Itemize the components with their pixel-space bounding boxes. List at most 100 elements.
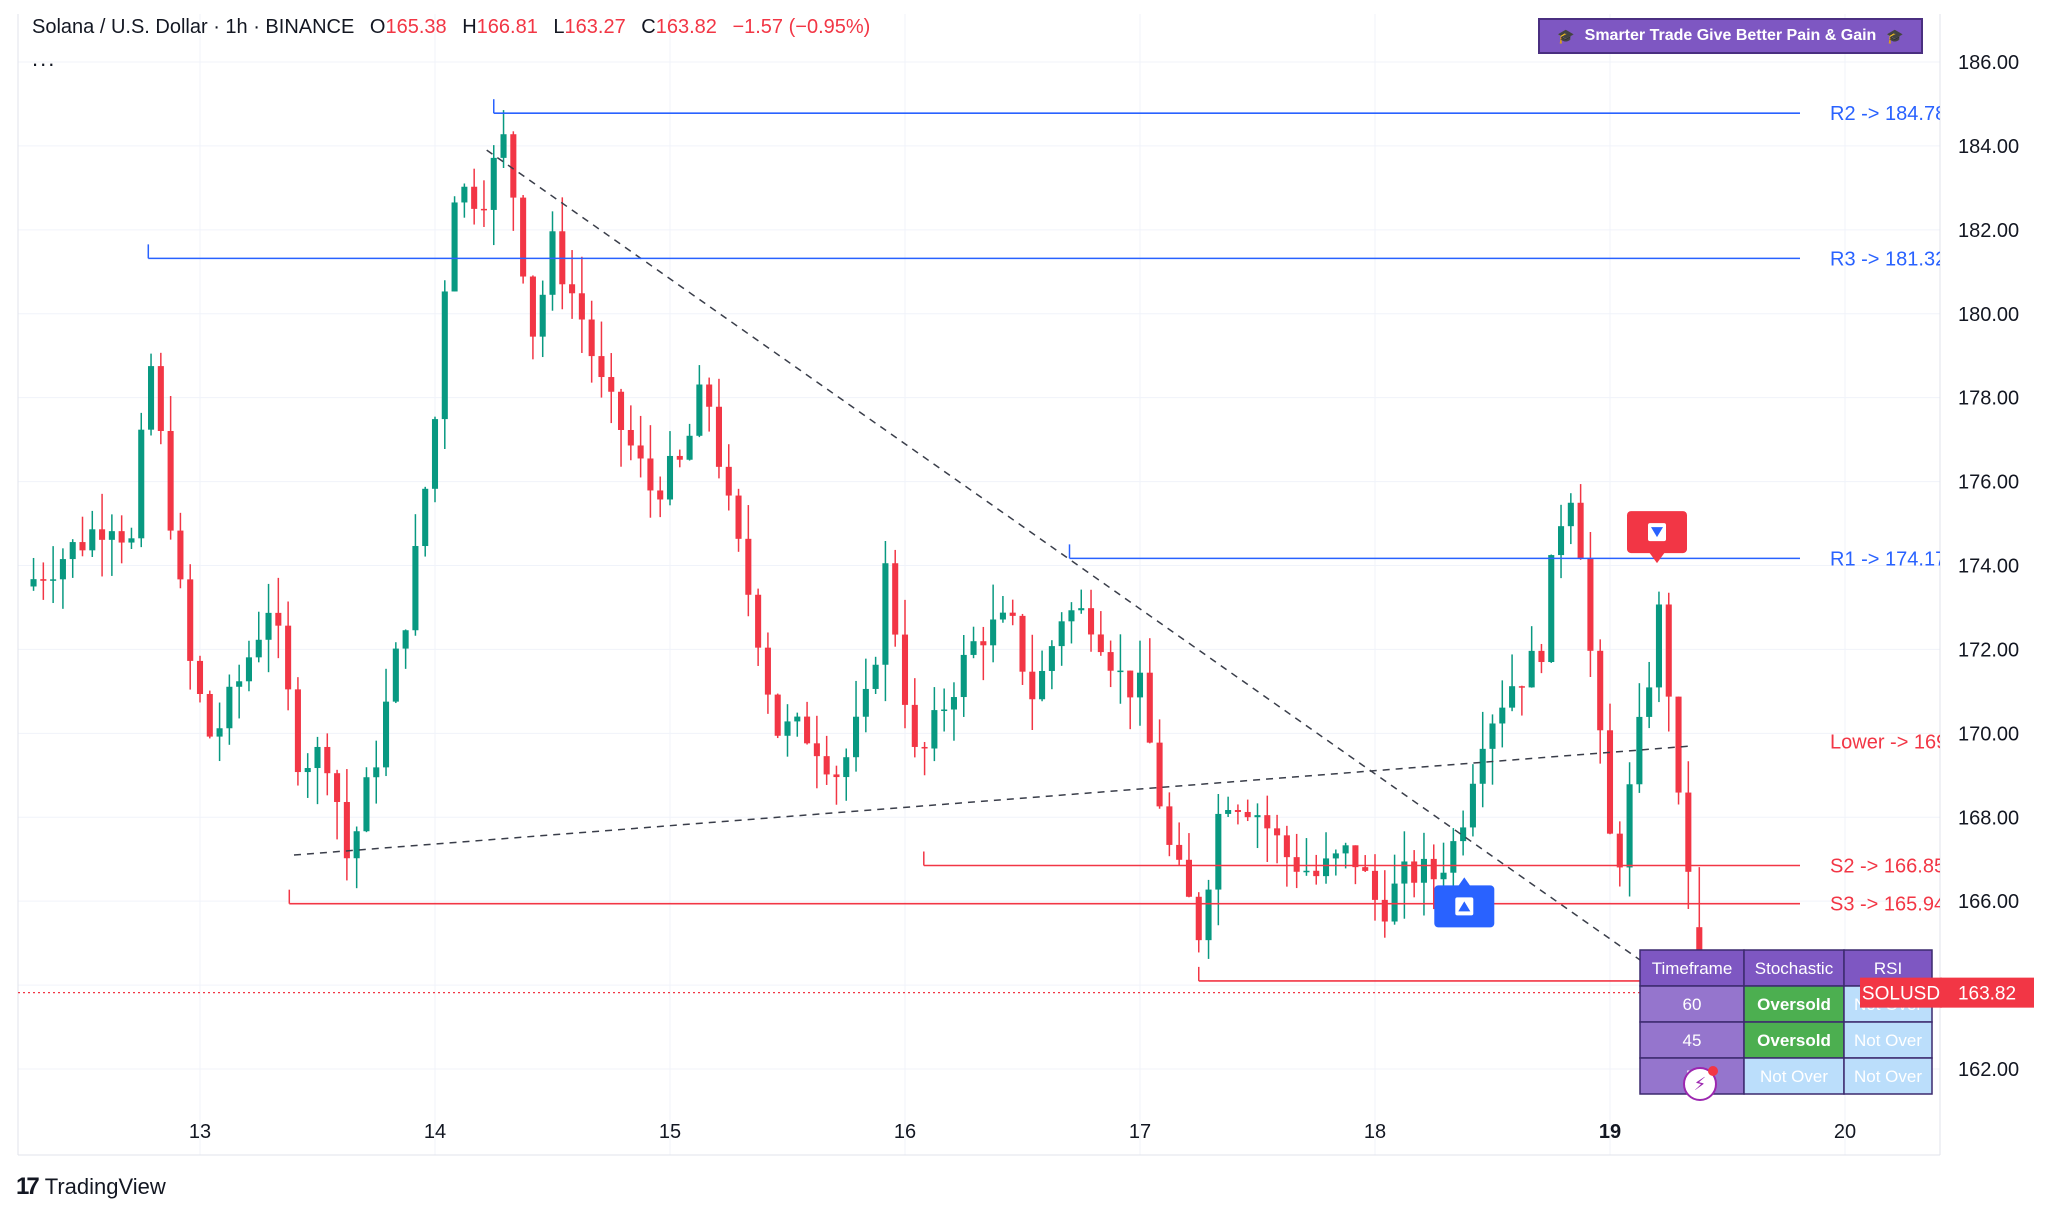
- candle-body: [1489, 723, 1496, 749]
- candle-body: [1685, 792, 1692, 872]
- tradingview-mark-icon: 17: [16, 1173, 40, 1200]
- candle-body: [1626, 784, 1633, 868]
- candle-body: [647, 458, 654, 491]
- candle-body: [383, 701, 390, 768]
- symbol-title[interactable]: Solana / U.S. Dollar · 1h · BINANCE: [32, 16, 355, 38]
- table-header-cell: [1639, 949, 1745, 987]
- candle-body: [226, 686, 233, 729]
- graduation-cap-icon: 🎓: [1886, 27, 1904, 44]
- level-label-lower: Lower -> 169.8: [1830, 732, 1964, 754]
- candle-body: [1469, 783, 1476, 828]
- candle-body: [872, 664, 879, 689]
- candle-body: [588, 319, 595, 357]
- level-label-s3: S3 -> 165.94: [1830, 894, 1945, 916]
- candle-body: [725, 466, 732, 496]
- candle-body: [1499, 707, 1506, 724]
- x-tick-label: 18: [1364, 1121, 1386, 1143]
- candle-body: [755, 594, 762, 648]
- candle-body: [676, 455, 683, 460]
- candle-body: [774, 694, 781, 736]
- candle-body: [686, 435, 693, 460]
- candle-body: [343, 801, 350, 859]
- tradingview-logo[interactable]: 17 TradingView: [16, 1173, 166, 1201]
- table-cell-text: Not Over: [1854, 1031, 1922, 1050]
- candle-body: [1156, 742, 1163, 807]
- level-label-r3: R3 -> 181.32: [1830, 248, 1946, 270]
- chart-pane: [18, 14, 1940, 1155]
- y-tick-label: 182.00: [1958, 220, 2019, 242]
- candle-body: [1440, 872, 1447, 880]
- candle-body: [285, 625, 292, 690]
- candle-body: [510, 134, 517, 198]
- banner-text: Smarter Trade Give Better Pain & Gain: [1584, 27, 1877, 44]
- candle-body: [1509, 686, 1516, 708]
- candle-body: [245, 657, 252, 682]
- candle-body: [1606, 730, 1614, 834]
- y-tick-label: 174.00: [1958, 556, 2019, 578]
- candle-body: [1401, 861, 1408, 884]
- candle-body: [1283, 835, 1290, 858]
- candle-body: [157, 366, 164, 432]
- candle-body: [1136, 672, 1144, 698]
- candle-body: [715, 406, 722, 467]
- candle-body: [843, 757, 850, 778]
- y-tick-label: 180.00: [1958, 304, 2019, 326]
- candle-body: [275, 612, 282, 626]
- candle-body: [1048, 646, 1055, 671]
- more-options-button[interactable]: ...: [32, 46, 57, 71]
- candle-body: [960, 654, 967, 698]
- strategy-banner: 🎓 Smarter Trade Give Better Pain & Gain …: [1538, 18, 1923, 54]
- candle-body: [539, 294, 546, 337]
- table-cell-text: Oversold: [1757, 1031, 1831, 1050]
- candle-body: [1264, 815, 1271, 829]
- x-tick-label: 13: [189, 1121, 211, 1143]
- x-tick-label: 19: [1599, 1121, 1621, 1143]
- candle-body: [941, 709, 948, 712]
- candle-body: [1107, 652, 1114, 671]
- candle-body: [1215, 813, 1222, 890]
- y-tick-label: 184.00: [1958, 136, 2019, 158]
- y-tick-label: 176.00: [1958, 472, 2019, 494]
- candle-body: [578, 293, 585, 320]
- candle-body: [921, 746, 928, 749]
- x-tick-label: 16: [894, 1121, 916, 1143]
- candle-body: [911, 704, 918, 747]
- candle-body: [1381, 899, 1388, 922]
- candle-body: [490, 157, 497, 210]
- candle-body: [1313, 870, 1320, 877]
- candle-body: [853, 716, 860, 758]
- candle-body: [363, 777, 370, 832]
- candle-body: [1587, 558, 1594, 651]
- candle-body: [833, 774, 840, 778]
- candle-body: [422, 488, 429, 547]
- candle-body: [255, 639, 262, 658]
- candle-body: [480, 208, 487, 211]
- table-header-text: Stochastic: [1755, 959, 1834, 978]
- candle-body: [177, 530, 184, 580]
- candle-body: [980, 641, 987, 646]
- down-arrow-icon: [1651, 527, 1663, 538]
- candle-body: [569, 284, 576, 294]
- candle-body: [1675, 696, 1682, 793]
- candle-body: [431, 419, 439, 489]
- table-header-text: RSI: [1874, 959, 1902, 978]
- table-cell-text: Oversold: [1757, 995, 1831, 1014]
- candle-body: [1019, 615, 1026, 672]
- high-value: 166.81: [476, 16, 538, 38]
- candle-body: [1332, 853, 1339, 859]
- candle-body: [637, 445, 644, 459]
- candle-body: [1391, 883, 1398, 922]
- price-tag: [1940, 977, 2034, 1008]
- candle-body: [784, 721, 791, 736]
- notification-dot: [1708, 1066, 1718, 1076]
- candle-body: [412, 546, 419, 631]
- candle-body: [1352, 845, 1359, 868]
- candle-body: [118, 531, 125, 543]
- lightning-bolt-icon[interactable]: ⚡: [1683, 1066, 1718, 1101]
- candle-body: [794, 716, 801, 722]
- level-label-s2: S2 -> 166.85: [1830, 856, 1945, 878]
- candle-body: [882, 563, 889, 665]
- candle-body: [950, 697, 957, 710]
- candle-body: [392, 648, 399, 702]
